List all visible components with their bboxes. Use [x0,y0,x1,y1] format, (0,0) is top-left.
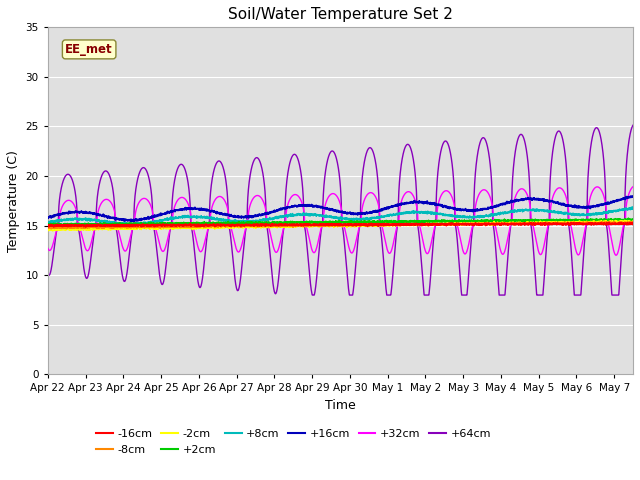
+32cm [618,231,625,237]
-2cm [629,219,637,225]
-2cm [146,225,154,231]
+64cm [268,274,276,280]
+2cm [629,217,637,223]
Line: -8cm: -8cm [48,222,633,229]
+2cm [294,220,301,226]
Y-axis label: Temperature (C): Temperature (C) [7,150,20,252]
+8cm [269,217,276,223]
-16cm [294,222,301,228]
+2cm [269,220,276,226]
+16cm [618,196,625,202]
+2cm [625,216,632,221]
+64cm [308,292,316,298]
-2cm [44,228,52,234]
-16cm [44,223,52,229]
-8cm [618,219,625,225]
-16cm [605,220,612,226]
+8cm [628,204,636,210]
-8cm [294,223,301,228]
+8cm [146,219,154,225]
Line: +32cm: +32cm [48,187,633,255]
+16cm [629,194,637,200]
+16cm [627,193,635,199]
-2cm [618,219,625,225]
+64cm [44,271,52,276]
-8cm [269,223,276,229]
+8cm [125,222,133,228]
+64cm [294,156,301,161]
-16cm [269,221,276,227]
-8cm [629,220,637,226]
-8cm [555,220,563,226]
Line: +16cm: +16cm [48,196,633,222]
Line: -2cm: -2cm [48,220,633,231]
+2cm [49,223,56,228]
Title: Soil/Water Temperature Set 2: Soil/Water Temperature Set 2 [228,7,453,22]
Line: +2cm: +2cm [48,218,633,226]
+2cm [44,221,52,227]
+2cm [555,218,563,224]
-16cm [629,222,637,228]
+16cm [127,219,134,225]
Line: -16cm: -16cm [48,223,633,227]
+16cm [269,209,276,215]
+8cm [294,212,301,217]
+64cm [145,177,153,182]
-8cm [627,219,634,225]
+16cm [111,216,118,222]
+32cm [268,240,276,245]
-8cm [111,225,118,230]
+64cm [629,122,637,128]
-8cm [146,224,154,230]
+2cm [111,220,118,226]
-8cm [44,225,52,231]
+32cm [111,208,118,214]
-2cm [555,219,563,225]
-2cm [621,217,628,223]
+64cm [111,203,118,208]
+32cm [145,200,153,205]
-16cm [111,223,118,228]
+16cm [146,216,154,222]
+16cm [294,203,301,209]
-2cm [111,226,118,232]
+32cm [629,184,637,190]
+2cm [618,217,625,223]
+8cm [618,207,625,213]
+16cm [555,200,563,206]
+8cm [555,210,563,216]
-2cm [269,224,276,229]
Line: +64cm: +64cm [48,125,633,295]
+8cm [44,220,52,226]
-2cm [44,227,52,232]
-8cm [47,226,55,232]
-16cm [618,221,626,227]
Line: +8cm: +8cm [48,207,633,225]
+32cm [294,192,301,198]
+64cm [618,247,625,253]
+32cm [555,185,563,191]
Legend: -16cm, -8cm, -2cm, +2cm, +8cm, +16cm, +32cm, +64cm: -16cm, -8cm, -2cm, +2cm, +8cm, +16cm, +3… [92,425,495,459]
-16cm [555,220,563,226]
+8cm [629,205,637,211]
X-axis label: Time: Time [325,399,356,412]
+32cm [612,252,620,258]
-16cm [82,224,90,230]
+16cm [44,215,52,220]
+8cm [111,219,118,225]
-16cm [146,223,154,228]
+64cm [555,128,563,134]
-2cm [294,223,301,229]
+32cm [44,245,52,251]
+2cm [146,221,154,227]
Text: EE_met: EE_met [65,43,113,56]
